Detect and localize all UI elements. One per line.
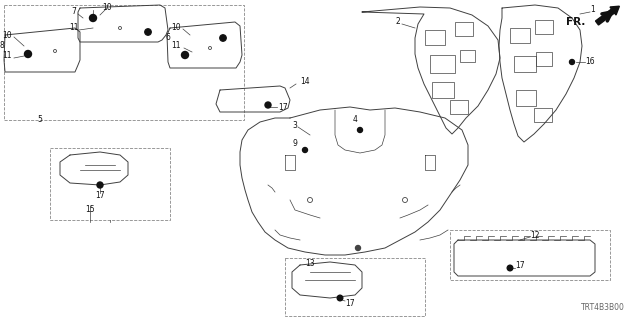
Text: 8: 8 (0, 41, 4, 50)
Bar (514, 56, 536, 72)
Text: 4: 4 (353, 116, 357, 124)
Bar (430, 55, 455, 73)
Text: 5: 5 (38, 116, 42, 124)
Bar (460, 50, 475, 62)
Circle shape (24, 51, 31, 58)
Bar (516, 90, 536, 106)
Bar (450, 230, 610, 280)
Bar (50, 148, 170, 220)
Circle shape (355, 245, 360, 251)
Text: 17: 17 (278, 102, 288, 111)
Bar (432, 82, 454, 98)
Text: 16: 16 (585, 58, 595, 67)
Circle shape (507, 265, 513, 271)
Text: 17: 17 (95, 191, 105, 201)
Text: TRT4B3B00: TRT4B3B00 (581, 303, 625, 312)
Text: 2: 2 (396, 18, 401, 27)
Text: 11: 11 (3, 52, 12, 60)
Circle shape (97, 182, 103, 188)
Text: 17: 17 (515, 260, 525, 269)
Bar (425, 30, 445, 45)
Circle shape (90, 14, 97, 21)
Text: 10: 10 (2, 30, 12, 39)
Text: 11: 11 (69, 23, 79, 33)
Circle shape (358, 127, 362, 132)
Bar (510, 28, 530, 43)
Text: 10: 10 (102, 4, 112, 12)
Circle shape (337, 295, 343, 301)
Text: 7: 7 (72, 7, 76, 17)
Bar (285, 258, 425, 316)
Text: 13: 13 (305, 259, 315, 268)
Circle shape (182, 52, 189, 59)
Circle shape (303, 148, 307, 153)
Text: 12: 12 (531, 230, 540, 239)
FancyArrow shape (595, 6, 620, 25)
Circle shape (145, 29, 151, 35)
Text: 11: 11 (172, 42, 180, 51)
Text: 3: 3 (292, 121, 298, 130)
Text: 9: 9 (292, 139, 298, 148)
Circle shape (220, 35, 226, 41)
Bar (536, 52, 552, 66)
Bar (4, 5, 244, 120)
Circle shape (265, 102, 271, 108)
Text: 14: 14 (300, 77, 310, 86)
Text: 6: 6 (166, 33, 170, 42)
Text: 10: 10 (171, 22, 181, 31)
Bar (455, 22, 473, 36)
Bar (534, 108, 552, 122)
Text: 15: 15 (85, 205, 95, 214)
Text: 1: 1 (591, 5, 595, 14)
Bar (450, 100, 468, 114)
Text: 17: 17 (345, 299, 355, 308)
Bar (535, 20, 553, 34)
Text: FR.: FR. (566, 17, 585, 27)
Circle shape (570, 60, 575, 65)
